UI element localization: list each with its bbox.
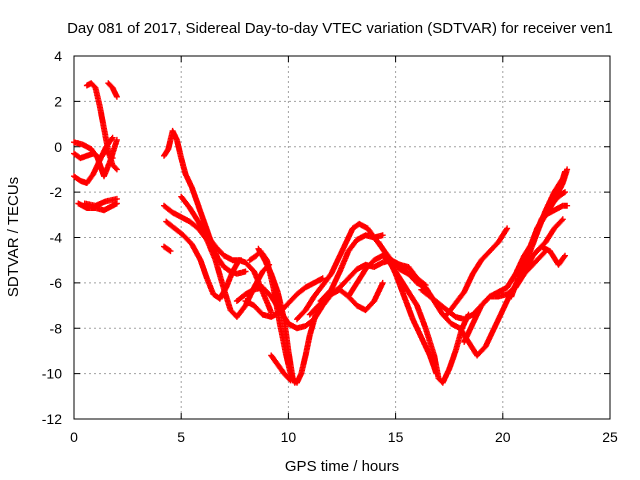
data-series [71,80,571,386]
series-s10 [163,218,275,316]
series-markers [178,193,245,264]
series-s29 [534,202,571,232]
series-markers [161,127,249,277]
series-markers [81,195,120,209]
y-axis-ticks: -12 -10 -8 -6 -4 -2 0 2 4 [42,48,610,427]
y-tick-label: 0 [54,139,62,155]
y-tick-label: -10 [42,366,62,382]
x-tick-label: 15 [388,429,404,445]
series-s15 [246,248,298,386]
series-s25 [444,225,511,318]
y-tick-label: 2 [54,93,62,109]
y-tick-label: -2 [50,184,63,200]
series-markers [534,202,571,232]
series-markers [242,275,326,320]
series-markers [246,248,298,386]
series-s22 [375,239,440,377]
series-markers [161,243,174,255]
grid-lines [74,56,610,419]
series-markers [83,80,120,173]
series-s30 [517,216,566,273]
y-axis-label: SDTVAR / TECUs [5,177,22,297]
x-tick-label: 20 [495,429,511,445]
series-s16 [268,352,294,384]
x-tick-label: 0 [70,429,78,445]
series-s9 [161,202,273,320]
series-markers [517,216,566,273]
y-tick-label: -8 [50,320,63,336]
x-tick-label: 5 [177,429,185,445]
y-tick-label: -6 [50,275,63,291]
chart-title: Day 081 of 2017, Sidereal Day-to-day VTE… [67,20,613,37]
series-s20 [317,232,386,304]
y-tick-label: 4 [54,48,62,64]
series-markers [105,80,120,100]
series-markers [317,232,386,304]
series-s7 [81,195,120,209]
y-tick-label: -12 [42,411,62,427]
series-s5 [105,80,120,100]
series-markers [375,239,440,377]
y-tick-label: -4 [50,230,63,246]
series-markers [444,225,511,318]
series-markers [268,352,294,384]
x-tick-label: 25 [602,429,618,445]
series-s8 [161,127,249,277]
x-tick-label: 10 [281,429,297,445]
series-markers [161,202,273,320]
series-s12 [178,193,245,264]
series-s4 [83,80,120,173]
series-s11 [161,243,174,255]
x-axis-label: GPS time / hours [285,458,399,475]
x-axis-ticks: 0 5 10 15 20 25 [70,56,618,445]
series-s17 [242,275,326,320]
series-markers [163,218,275,316]
